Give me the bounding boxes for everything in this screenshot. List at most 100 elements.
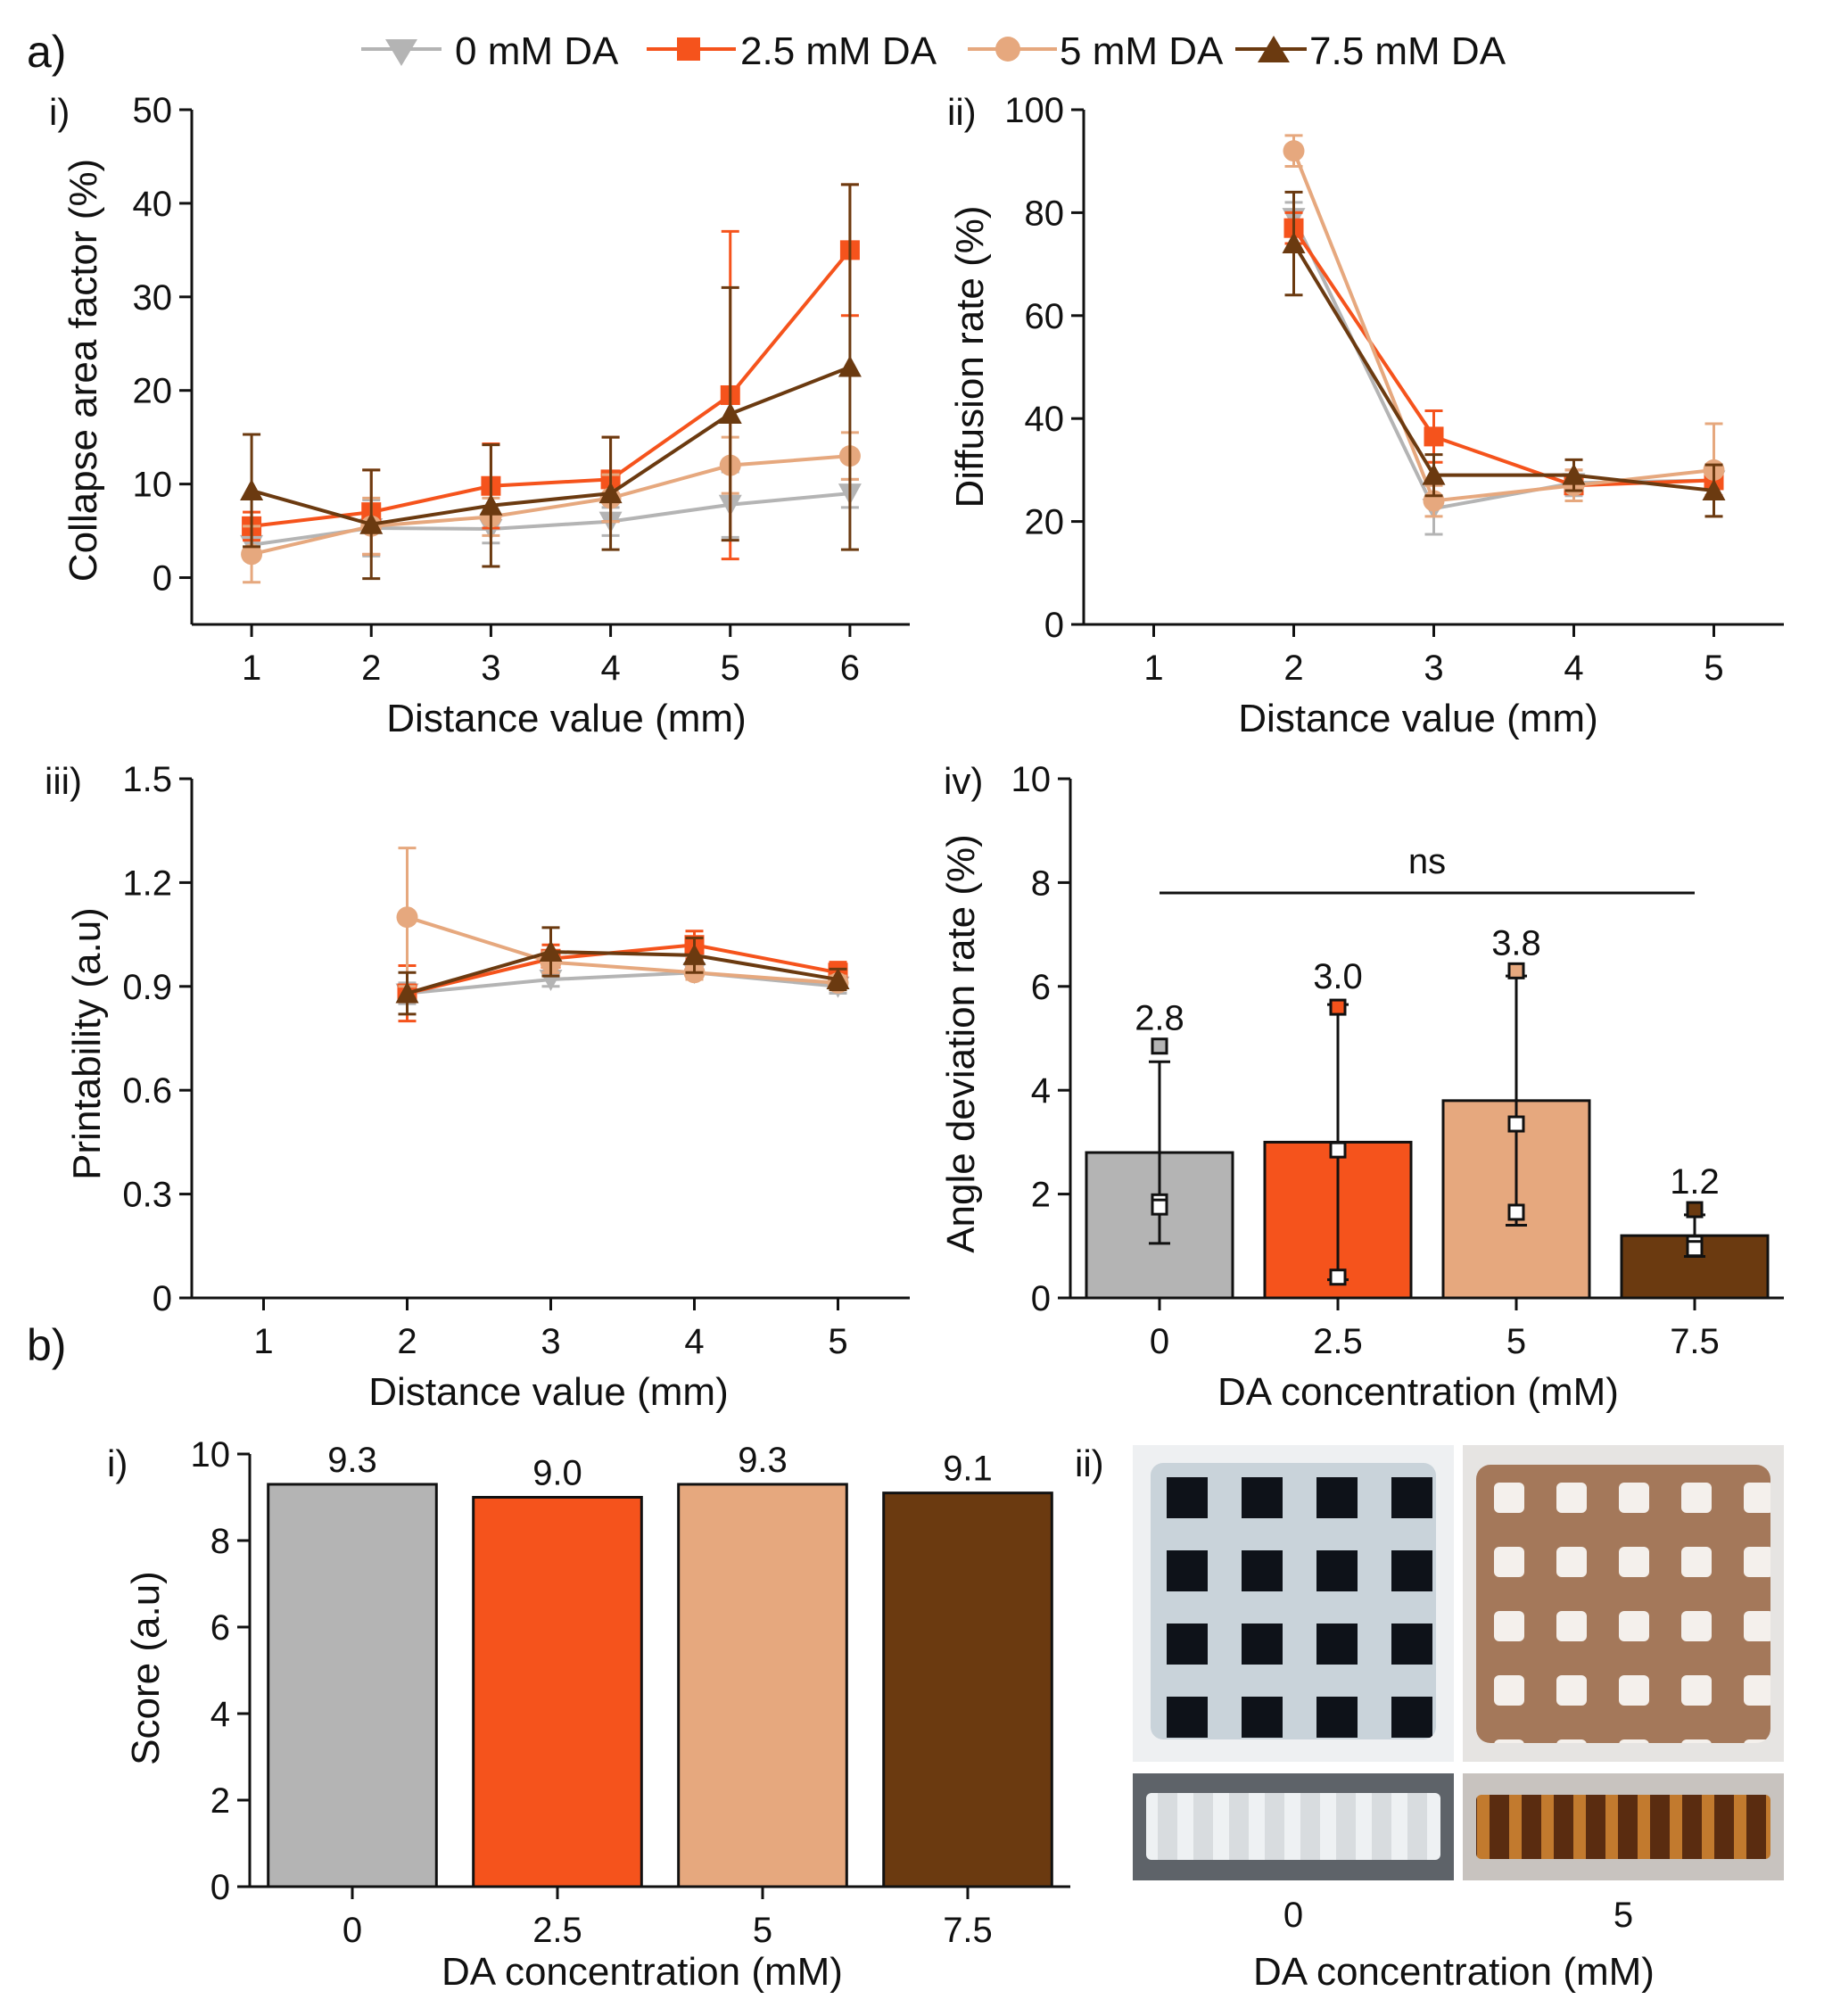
- chart-score: i) 0 2 4 6 8 10 0 2.5 5 7.5 9.3 9.0 9.3 9.1 DA conce…: [107, 1435, 1070, 1994]
- data-point-a-iii-7-5-mm-da-3: [826, 968, 850, 990]
- legend-marker-7p5mm: [1258, 36, 1290, 62]
- y-axis-label-a-iv: Angle deviation rate (%): [939, 834, 983, 1253]
- data-label-a-iv-5: 3.8: [1491, 923, 1541, 963]
- bar-b-i-0: [267, 1483, 438, 1888]
- x-tick-label-a-ii-2: 3: [1424, 649, 1443, 688]
- data-point-a-iv-0-0: [1151, 1037, 1168, 1055]
- x-tick-label-a-i-1: 2: [361, 649, 381, 688]
- y-tick-label-a-iii-3: 0.9: [122, 968, 172, 1007]
- y-tick-label-a-ii-0: 0: [1044, 606, 1064, 645]
- panel-label-a-ii: ii): [947, 91, 977, 133]
- x-tick-label-a-iv-0: 0: [1150, 1322, 1169, 1361]
- photo-scaffold-side-5mm: [1476, 1795, 1770, 1859]
- x-tick-label-b-i-2-5: 2.5: [532, 1911, 582, 1950]
- x-tick-label-a-iii-4: 5: [828, 1322, 847, 1361]
- y-tick-label-a-ii-3: 60: [1025, 297, 1065, 336]
- data-point-a-ii-7-5-mm-da-3: [1702, 478, 1726, 500]
- chart-collapse-area: i) 0 10 20 30 40 50 1 2 3 4 5 6 Distance value (mm)…: [49, 91, 910, 740]
- data-point-a-i-5-mm-da-0: [241, 543, 263, 566]
- y-tick-label-a-i-0: 0: [153, 559, 172, 599]
- y-tick-label-a-i-5: 50: [133, 91, 173, 130]
- x-tick-label-a-ii-4: 5: [1704, 649, 1723, 688]
- y-tick-label-b-i-0: 0: [210, 1868, 230, 1907]
- x-tick-label-a-ii-0: 1: [1143, 649, 1163, 688]
- x-axis-label-a-ii: Distance value (mm): [1238, 697, 1597, 740]
- y-tick-label-b-i-3: 6: [210, 1608, 230, 1648]
- data-point-a-ii-7-5-mm-da-1: [1422, 463, 1446, 485]
- x-tick-label-a-iii-2: 3: [541, 1322, 560, 1361]
- axes-a-i: 0 10 20 30 40 50 1 2 3 4 5 6: [133, 91, 910, 688]
- series-line-a-i-7-5-mm-da: [251, 365, 851, 526]
- x-tick-label-a-i-4: 5: [721, 649, 740, 688]
- x-tick-label-a-i-5: 6: [840, 649, 860, 688]
- data-point-a-ii-7-5-mm-da-2: [1562, 463, 1586, 485]
- y-tick-label-a-i-3: 30: [133, 278, 173, 318]
- photo-panel: ii) 0 5 DA concentration (mM): [1075, 1442, 1784, 1994]
- panel-label-a-iv: iv): [944, 760, 983, 802]
- data-point-a-iv-2-5-1: [1329, 1141, 1347, 1159]
- axes-a-iii: 0 0.3 0.6 0.9 1.2 1.5 1 2 3 4 5: [122, 760, 910, 1361]
- data-point-a-iv-2-5-2: [1329, 1268, 1347, 1286]
- photo-column-label-5: 5: [1614, 1896, 1633, 1935]
- data-point-a-iii-7-5-mm-da-2: [682, 943, 706, 965]
- series-line-a-i-5-mm-da: [251, 454, 851, 557]
- y-tick-label-b-i-4: 8: [210, 1522, 230, 1561]
- data-point-a-iv-2-5-0: [1329, 998, 1347, 1016]
- panel-label-b: b): [27, 1320, 66, 1370]
- x-tick-label-a-iii-1: 2: [397, 1322, 417, 1361]
- data-point-a-i-7-5-mm-da-2: [479, 493, 503, 516]
- y-tick-label-a-iii-1: 0.3: [122, 1176, 172, 1215]
- series-line-a-iii-7-5-mm-da: [406, 949, 838, 996]
- y-tick-label-a-iv-0: 0: [1031, 1279, 1051, 1318]
- panel-label-a-iii: iii): [45, 760, 82, 802]
- data-label-a-iv-0: 2.8: [1135, 999, 1184, 1038]
- data-point-a-i-7-5-mm-da-5: [838, 355, 862, 377]
- data-point-a-iv-5-2: [1507, 1203, 1525, 1221]
- x-tick-label-a-iii-3: 4: [684, 1322, 704, 1361]
- y-tick-label-a-iv-4: 8: [1031, 863, 1051, 903]
- axes-a-ii: 0 20 40 60 80 100 1 2 3 4 5: [1004, 91, 1784, 688]
- marks-a-iv: 2.8 3.0 3.8 1.2 ns: [1085, 842, 1770, 1300]
- y-tick-label-a-iv-5: 10: [1011, 760, 1052, 799]
- x-tick-label-a-iii-0: 1: [253, 1322, 273, 1361]
- legend-entry-2p5mm: 2.5 mM DA: [647, 29, 937, 73]
- y-tick-label-a-iii-4: 1.2: [122, 863, 172, 903]
- chart-angle-deviation: iv) 0 2 4 6 8 10 0 2.5 5 7.5 2.8 3.0 3.8 1.2 ns DA co…: [939, 760, 1784, 1414]
- legend-marker-2p5mm: [677, 37, 700, 61]
- x-tick-label-a-i-0: 1: [242, 649, 261, 688]
- legend-label-5mm: 5 mM DA: [1060, 29, 1224, 73]
- x-tick-label-b-i-7-5: 7.5: [943, 1911, 993, 1950]
- data-point-a-iv-7-5-2: [1686, 1240, 1704, 1258]
- x-tick-label-a-i-3: 4: [600, 649, 620, 688]
- panel-label-a-i: i): [49, 91, 70, 133]
- marks-a-iii: [395, 847, 850, 1023]
- legend-marker-5mm: [995, 37, 1020, 62]
- x-axis-label-b-i: DA concentration (mM): [442, 1950, 843, 1994]
- data-point-a-i-7-5-mm-da-3: [598, 482, 623, 504]
- data-point-a-iv-0-2: [1151, 1198, 1168, 1216]
- y-tick-label-b-i-5: 10: [191, 1435, 231, 1475]
- y-tick-label-a-ii-2: 40: [1025, 400, 1065, 439]
- data-point-a-iii-7-5-mm-da-0: [395, 981, 419, 1004]
- significance-label-a-iv: ns: [1408, 842, 1446, 881]
- data-point-a-ii-7-5-mm-da-0: [1282, 232, 1306, 254]
- y-tick-label-a-i-1: 10: [133, 466, 173, 505]
- y-tick-label-a-iii-5: 1.5: [122, 760, 172, 799]
- legend-marker-0mm: [385, 39, 417, 66]
- series-line-a-ii-0-mm-da: [1292, 217, 1714, 511]
- series-line-a-ii-7-5-mm-da: [1292, 242, 1714, 492]
- data-point-a-iv-5-0: [1507, 962, 1525, 979]
- legend-entry-0mm: 0 mM DA: [361, 29, 619, 73]
- y-axis-label-a-i: Collapse area factor (%): [62, 159, 105, 582]
- x-tick-label-b-i-5: 5: [753, 1911, 772, 1950]
- y-tick-label-b-i-2: 4: [210, 1695, 230, 1734]
- series-line-a-iii-5-mm-da: [406, 915, 838, 985]
- x-tick-label-a-iv-7-5: 7.5: [1670, 1322, 1720, 1361]
- y-tick-label-a-iii-2: 0.6: [122, 1071, 172, 1111]
- data-point-a-ii-5-mm-da-0: [1283, 140, 1305, 162]
- data-label-b-i-0: 9.3: [327, 1441, 377, 1480]
- y-tick-label-a-ii-1: 20: [1025, 503, 1065, 542]
- y-tick-label-a-ii-4: 80: [1025, 194, 1065, 233]
- y-tick-label-a-iv-1: 2: [1031, 1176, 1051, 1215]
- y-tick-label-a-i-4: 40: [133, 185, 173, 224]
